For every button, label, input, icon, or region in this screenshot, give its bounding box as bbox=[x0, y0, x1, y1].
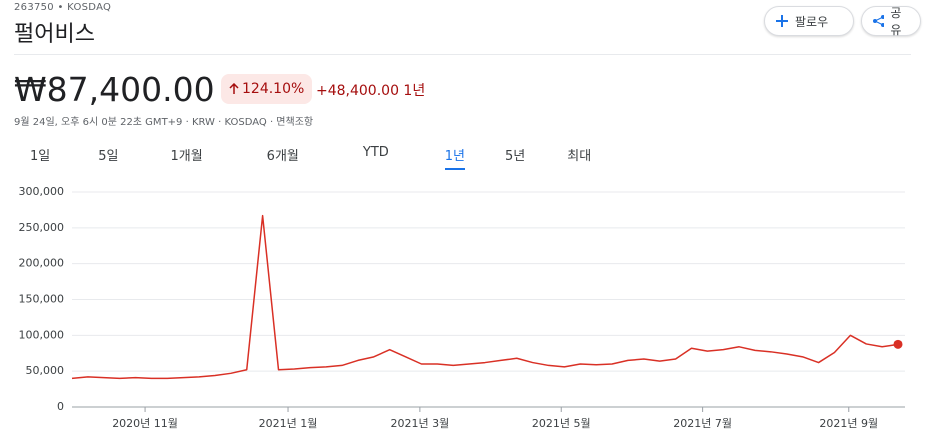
up-arrow bbox=[229, 83, 239, 94]
range-tab[interactable]: 6개월 bbox=[266, 149, 299, 164]
range-tab[interactable]: 5일 bbox=[98, 149, 119, 164]
company-name: 펄어비스 bbox=[14, 22, 95, 47]
quote-meta: 9월 24일, 오후 6시 0분 22초 GMT+9 · KRW · KOSDA… bbox=[14, 117, 314, 128]
share-icon bbox=[873, 15, 885, 27]
y-tick-label: 300,000 bbox=[19, 185, 65, 198]
last-point bbox=[893, 339, 903, 349]
x-tick-label: 2021년 3월 bbox=[391, 417, 450, 430]
y-tick-label: 50,000 bbox=[26, 364, 65, 377]
range-tab[interactable]: 5년 bbox=[505, 149, 526, 164]
change-percent: 124.10% bbox=[242, 81, 305, 97]
range-tab[interactable]: 1년 bbox=[444, 145, 466, 170]
x-tick-label: 2021년 1월 bbox=[259, 417, 318, 430]
x-tick-label: 2021년 7월 bbox=[673, 417, 732, 430]
divider bbox=[14, 54, 911, 55]
plus-icon bbox=[776, 15, 788, 27]
x-tick-label: 2020년 11월 bbox=[112, 417, 178, 430]
y-tick-label: 200,000 bbox=[19, 257, 65, 270]
range-tabs: 1일 5일 1개월 6개월 YTD 1년 5년 최대 bbox=[30, 145, 591, 170]
x-tick-label: 2021년 9월 bbox=[819, 417, 878, 430]
follow-button[interactable]: 팔로우 bbox=[764, 6, 854, 36]
range-tab[interactable]: 1개월 bbox=[170, 149, 203, 164]
y-tick-label: 0 bbox=[57, 400, 64, 413]
range-tab[interactable]: 최대 bbox=[567, 149, 592, 164]
y-tick-label: 150,000 bbox=[19, 293, 65, 306]
share-label: 공유 bbox=[890, 6, 902, 37]
change-amount: +48,400.00 1년 bbox=[316, 83, 426, 99]
y-tick-label: 250,000 bbox=[19, 221, 65, 234]
y-tick-label: 100,000 bbox=[19, 328, 65, 341]
x-tick-label: 2021년 5월 bbox=[532, 417, 591, 430]
share-button[interactable]: 공유 bbox=[861, 6, 921, 37]
change-badge: 124.10% bbox=[221, 74, 313, 104]
range-tab[interactable]: YTD bbox=[362, 145, 389, 160]
price-line bbox=[71, 214, 899, 380]
ticker: 263750 • KOSDAQ bbox=[14, 2, 112, 13]
range-tab[interactable]: 1일 bbox=[30, 149, 51, 164]
price: ₩87,400.00 bbox=[14, 70, 215, 109]
follow-label: 팔로우 bbox=[795, 14, 829, 29]
chart: 0 50,000 100,000 150,000 200,000 250,000 300,0… bbox=[19, 185, 905, 430]
